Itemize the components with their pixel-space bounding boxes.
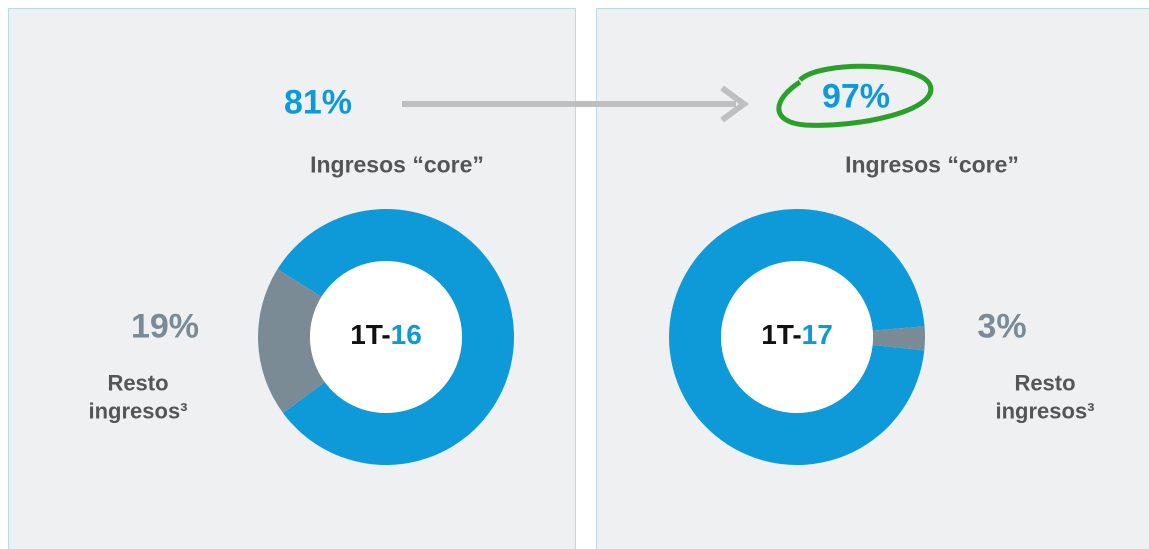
donut-segment bbox=[669, 209, 925, 466]
value-label: 3% bbox=[977, 307, 1027, 346]
category-label: Ingresos “core” bbox=[310, 151, 484, 178]
value-label: 81% bbox=[283, 83, 353, 122]
value-label: 19% bbox=[130, 307, 200, 346]
donut-segment bbox=[277, 208, 514, 465]
center-label-part: 1T- bbox=[761, 319, 801, 350]
category-label: Ingresos “core” bbox=[845, 151, 1019, 178]
center-label: 1T-17 bbox=[761, 319, 833, 350]
value-label: 97% bbox=[821, 77, 891, 116]
donut-hole bbox=[721, 261, 873, 413]
center-label-part: 16 bbox=[391, 319, 422, 350]
highlight-circle bbox=[776, 63, 934, 128]
center-label-part: 1T- bbox=[350, 319, 390, 350]
donut-hole bbox=[310, 261, 462, 413]
category-label: Resto ingresos³ bbox=[995, 370, 1095, 424]
category-label: Resto ingresos³ bbox=[88, 370, 188, 424]
center-label-part: 17 bbox=[802, 319, 833, 350]
center-label: 1T-16 bbox=[350, 319, 422, 350]
donut-segment bbox=[258, 269, 325, 413]
donut-segment bbox=[872, 326, 925, 351]
arrow-head bbox=[720, 85, 750, 123]
